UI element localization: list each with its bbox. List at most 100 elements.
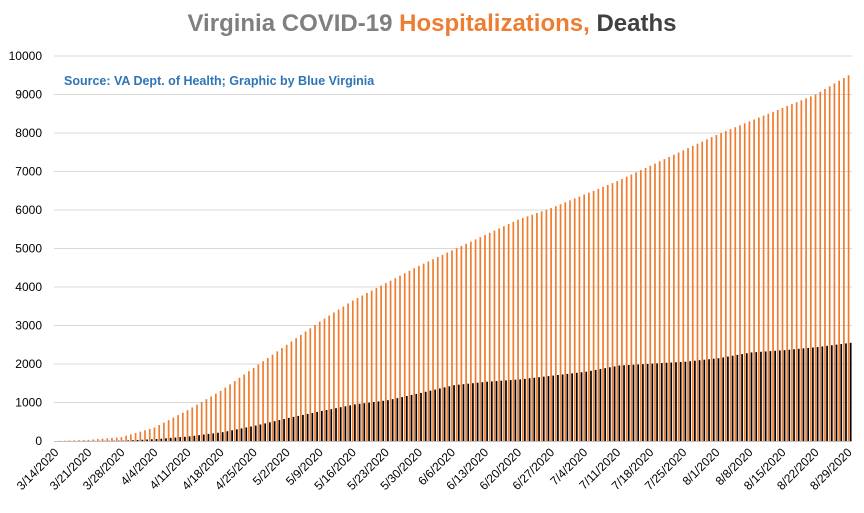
- bar-deaths: [453, 385, 455, 441]
- bar-hospitalizations: [196, 404, 198, 441]
- bar-deaths: [618, 365, 621, 441]
- bar-deaths: [642, 364, 644, 441]
- bar-hospitalizations: [767, 113, 770, 441]
- bar-deaths: [207, 433, 210, 441]
- bar-deaths: [840, 344, 843, 441]
- bar-deaths: [580, 372, 583, 441]
- bar-deaths: [807, 347, 810, 441]
- bar-deaths: [320, 410, 323, 441]
- bar-hospitalizations: [569, 200, 571, 442]
- bar-hospitalizations: [847, 75, 850, 441]
- bar-deaths: [401, 397, 403, 441]
- bar-hospitalizations: [743, 123, 746, 442]
- bar-deaths: [557, 375, 559, 441]
- bar-deaths: [604, 368, 606, 441]
- bar-hospitalizations: [158, 425, 161, 441]
- bar-hospitalizations: [413, 268, 416, 441]
- bar-hospitalizations: [134, 433, 137, 441]
- bar-hospitalizations: [663, 159, 666, 442]
- bar-hospitalizations: [271, 354, 274, 441]
- bar-deaths: [443, 387, 446, 442]
- bar-hospitalizations: [370, 290, 373, 441]
- bar-deaths: [325, 410, 328, 441]
- bar-hospitalizations: [649, 165, 652, 442]
- bar-hospitalizations: [611, 183, 614, 442]
- bar-hospitalizations: [521, 217, 524, 441]
- y-tick-label: 7000: [15, 165, 42, 179]
- bar-hospitalizations: [578, 196, 581, 441]
- bar-hospitalizations: [696, 143, 699, 442]
- bar-deaths: [500, 380, 503, 441]
- bar-deaths: [467, 383, 470, 441]
- bar-hospitalizations: [115, 437, 118, 441]
- bar-hospitalizations: [455, 248, 458, 441]
- bar-deaths: [566, 373, 569, 441]
- source-note: Source: VA Dept. of Health; Graphic by B…: [64, 74, 375, 88]
- bar-hospitalizations: [474, 239, 477, 441]
- bar-hospitalizations: [408, 270, 411, 441]
- bar-hospitalizations: [469, 241, 472, 441]
- bar-hospitalizations: [625, 176, 628, 441]
- bar-deaths: [533, 377, 536, 441]
- bar-deaths: [816, 347, 819, 441]
- bar-deaths: [188, 436, 191, 441]
- bar-deaths: [363, 403, 366, 441]
- bar-hospitalizations: [498, 228, 501, 441]
- bar-hospitalizations: [347, 303, 349, 441]
- bar-hospitalizations: [734, 127, 737, 441]
- bar-deaths: [609, 367, 611, 441]
- bar-deaths: [694, 360, 696, 441]
- bar-hospitalizations: [828, 86, 831, 441]
- bar-deaths: [849, 342, 852, 441]
- bar-deaths: [372, 402, 375, 441]
- bar-deaths: [599, 369, 602, 441]
- bar-deaths: [670, 362, 673, 441]
- bar-hospitalizations: [654, 163, 656, 441]
- bar-hospitalizations: [422, 263, 425, 442]
- bar-deaths: [727, 356, 729, 441]
- bar-deaths: [755, 352, 758, 441]
- bar-deaths: [646, 363, 649, 441]
- bar-deaths: [476, 382, 479, 441]
- bar-hospitalizations: [606, 184, 609, 441]
- bar-hospitalizations: [139, 431, 142, 441]
- bar-hospitalizations: [536, 213, 538, 441]
- bar-deaths: [750, 352, 753, 441]
- bar-hospitalizations: [167, 420, 170, 441]
- bar-deaths: [264, 423, 267, 441]
- bar-hospitalizations: [130, 434, 132, 441]
- bar-deaths: [382, 400, 385, 441]
- bar-deaths: [571, 373, 573, 441]
- bar-hospitalizations: [96, 439, 99, 441]
- bar-deaths: [198, 435, 200, 441]
- bar-hospitalizations: [436, 257, 439, 441]
- bar-deaths: [306, 413, 309, 441]
- bar-hospitalizations: [342, 306, 345, 441]
- bar-hospitalizations: [92, 439, 94, 441]
- bar-hospitalizations: [403, 273, 406, 441]
- bar-deaths: [585, 371, 588, 441]
- bar-hospitalizations: [531, 214, 534, 441]
- bar-deaths: [217, 432, 219, 441]
- bar-hospitalizations: [677, 152, 680, 441]
- bar-deaths: [632, 364, 635, 441]
- bar-deaths: [538, 377, 540, 441]
- bar-deaths: [429, 390, 432, 441]
- bar-hospitalizations: [389, 280, 392, 441]
- bar-deaths: [179, 437, 182, 441]
- bar-hospitalizations: [337, 309, 340, 441]
- bar-deaths: [457, 384, 460, 441]
- bar-deaths: [259, 424, 262, 441]
- y-tick-label: 10000: [9, 49, 43, 63]
- bar-deaths: [250, 426, 252, 441]
- bar-deaths: [812, 347, 814, 441]
- bar-deaths: [561, 374, 564, 441]
- y-tick-label: 9000: [15, 88, 42, 102]
- bar-hospitalizations: [210, 396, 212, 441]
- bar-hospitalizations: [791, 104, 793, 442]
- bar-hospitalizations: [701, 141, 704, 441]
- bar-deaths: [675, 362, 677, 441]
- bar-deaths: [802, 348, 805, 441]
- bar-hospitalizations: [281, 348, 283, 441]
- bar-hospitalizations: [691, 145, 694, 441]
